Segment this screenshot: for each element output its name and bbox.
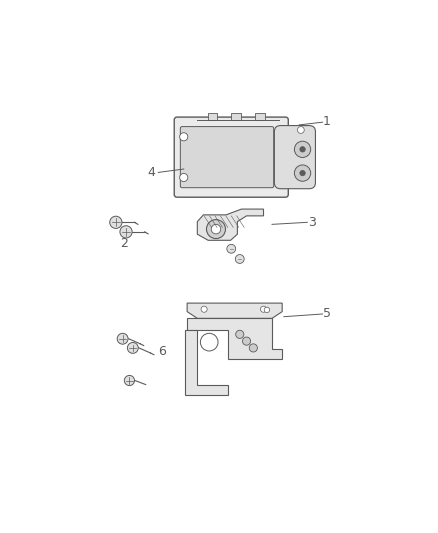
Circle shape	[211, 224, 221, 234]
Circle shape	[249, 344, 258, 352]
Circle shape	[200, 333, 218, 351]
Circle shape	[110, 216, 122, 229]
Circle shape	[294, 165, 311, 181]
Circle shape	[124, 375, 134, 385]
Text: 6: 6	[158, 345, 166, 358]
Polygon shape	[185, 330, 228, 395]
Circle shape	[201, 306, 207, 312]
FancyBboxPatch shape	[174, 117, 288, 197]
Circle shape	[297, 127, 304, 133]
Circle shape	[180, 133, 188, 141]
Circle shape	[117, 333, 128, 344]
Circle shape	[235, 255, 244, 263]
Circle shape	[227, 245, 236, 253]
Text: 1: 1	[323, 115, 331, 128]
Bar	[231, 113, 241, 120]
Polygon shape	[187, 303, 282, 318]
Circle shape	[180, 173, 188, 182]
Polygon shape	[187, 318, 282, 359]
Circle shape	[300, 171, 305, 176]
Text: 3: 3	[307, 216, 315, 229]
Circle shape	[294, 141, 311, 157]
Circle shape	[243, 337, 251, 345]
Polygon shape	[197, 209, 264, 240]
Bar	[208, 113, 217, 120]
Circle shape	[300, 147, 305, 152]
FancyBboxPatch shape	[274, 126, 315, 189]
Circle shape	[120, 225, 132, 238]
Circle shape	[127, 343, 138, 353]
Circle shape	[236, 330, 244, 338]
Text: 5: 5	[323, 308, 331, 320]
Circle shape	[261, 306, 267, 312]
Circle shape	[206, 220, 226, 239]
Text: 2: 2	[120, 237, 128, 250]
FancyBboxPatch shape	[180, 127, 274, 188]
Text: 4: 4	[147, 166, 155, 179]
Circle shape	[264, 307, 270, 313]
Bar	[255, 113, 265, 120]
